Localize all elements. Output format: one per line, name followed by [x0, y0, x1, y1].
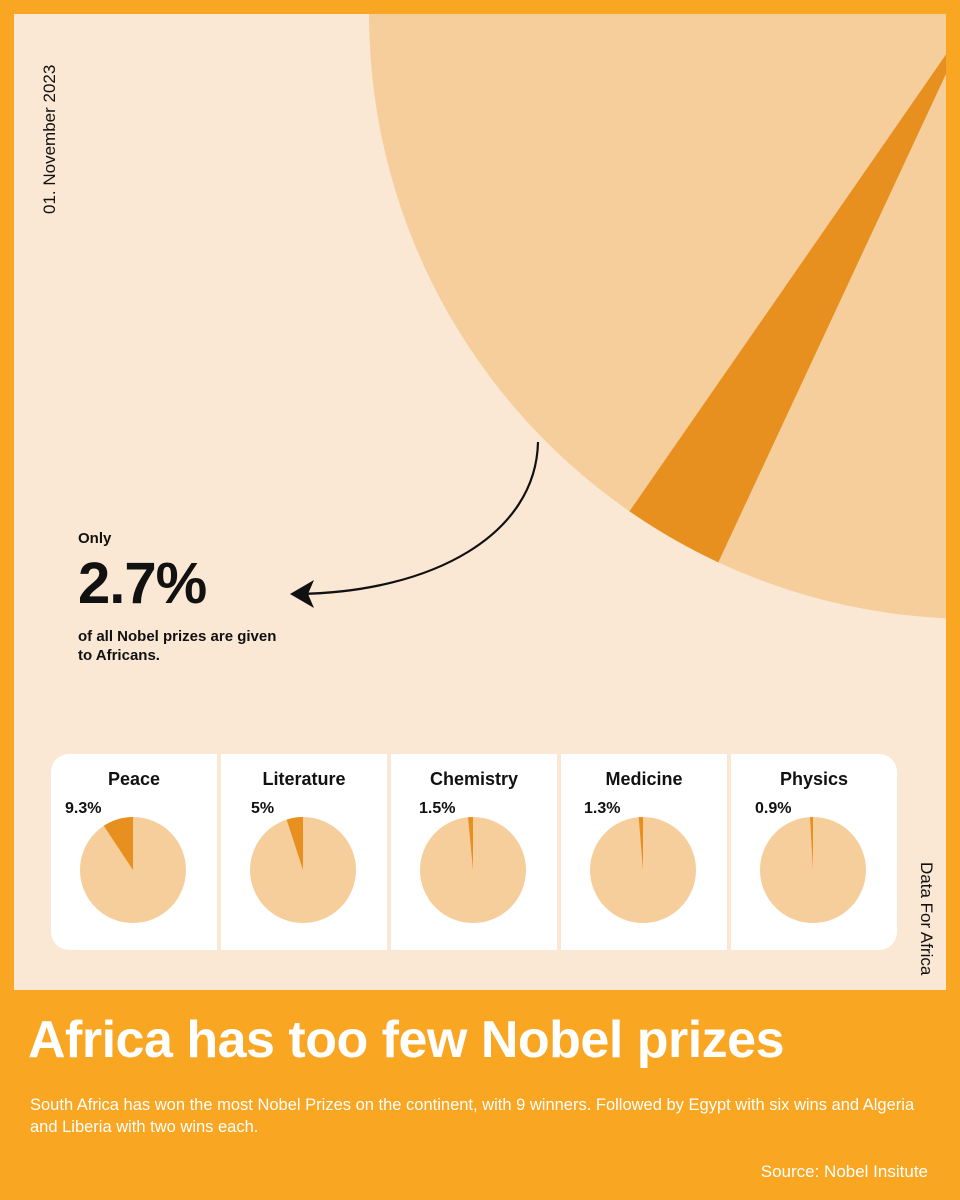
callout-value: 2.7%	[78, 551, 207, 616]
card-divider	[557, 754, 561, 950]
card-title-chemistry: Chemistry	[429, 769, 519, 789]
card-title-physics: Physics	[779, 769, 849, 789]
callout-description: of all Nobel prizes are given to African…	[78, 628, 277, 664]
main-panel: 01. November 2023 Only 2.7% of all Nobel…	[14, 14, 946, 990]
card-medicine: Medicine 1.3%	[561, 754, 727, 950]
callout: Only 2.7% of all Nobel prizes are given …	[78, 530, 288, 665]
pie-slice-africans	[286, 817, 303, 870]
pie-slice-africans	[629, 54, 946, 563]
credit-label: Data For Africa	[917, 862, 936, 976]
card-pct-peace: 9.3%	[65, 800, 102, 817]
pie-literature	[250, 817, 356, 923]
callout-intro: Only	[78, 530, 112, 547]
pie-chemistry	[420, 817, 526, 923]
pie-slice-africans	[810, 817, 813, 870]
card-peace: Peace 9.3%	[51, 754, 217, 950]
pie-peace	[80, 817, 186, 923]
card-divider	[217, 754, 221, 950]
card-divider	[727, 754, 731, 950]
headline: Africa has too few Nobel prizes	[28, 1011, 785, 1069]
card-pct-physics: 0.9%	[755, 800, 792, 817]
card-chemistry: Chemistry 1.5%	[391, 754, 557, 950]
africa-share-pie	[290, 14, 946, 619]
callout-arrow	[297, 441, 540, 596]
pie-slice-africans	[103, 817, 133, 870]
card-title-medicine: Medicine	[605, 769, 683, 789]
pie-slice-africans	[638, 817, 643, 870]
card-pct-medicine: 1.3%	[584, 800, 621, 817]
source-label: Source: Nobel Insitute	[760, 1162, 928, 1181]
subtext: South Africa has won the most Nobel Priz…	[30, 1096, 915, 1136]
card-divider	[387, 754, 391, 950]
card-title-peace: Peace	[107, 769, 161, 789]
card-pct-literature: 5%	[251, 800, 275, 817]
pie-medicine	[590, 817, 696, 923]
date-label: 01. November 2023	[40, 64, 59, 214]
card-literature: Literature 5%	[221, 754, 387, 950]
card-title-literature: Literature	[262, 769, 346, 789]
pie-slice-africans	[468, 817, 473, 870]
card-pct-chemistry: 1.5%	[419, 800, 456, 817]
card-physics: Physics 0.9%	[731, 754, 897, 950]
pie-physics	[760, 817, 866, 923]
pie-slice-rest	[369, 14, 946, 619]
callout-arrowhead	[290, 580, 314, 608]
category-cards: Peace 9.3% Literature 5% Chemistry 1.5% …	[51, 754, 897, 950]
